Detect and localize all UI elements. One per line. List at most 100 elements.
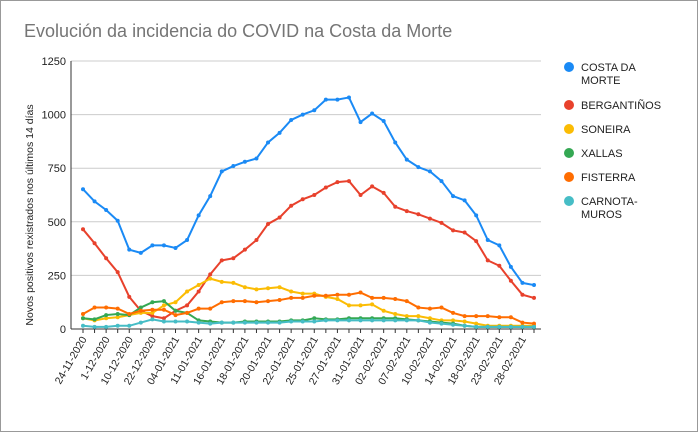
data-point — [427, 306, 432, 311]
data-point — [104, 324, 109, 329]
data-point — [138, 320, 143, 325]
chart-title: Evolución da incidencia do COVID na Cost… — [24, 21, 453, 41]
data-point — [370, 184, 375, 189]
data-point — [115, 323, 120, 328]
data-point — [370, 111, 375, 116]
data-point — [231, 164, 236, 169]
data-point — [416, 318, 421, 323]
data-point — [150, 307, 155, 312]
data-point — [474, 324, 479, 329]
data-point — [404, 209, 409, 214]
data-point — [323, 318, 328, 323]
data-point — [173, 245, 178, 250]
data-point — [520, 280, 525, 285]
legend-marker — [564, 124, 574, 134]
data-point — [104, 208, 109, 213]
data-point — [266, 221, 271, 226]
data-point — [92, 324, 97, 329]
legend-label: SONEIRA — [581, 124, 631, 136]
data-point — [104, 316, 109, 321]
data-point — [346, 179, 351, 184]
data-point — [242, 320, 247, 325]
data-point — [532, 295, 536, 300]
data-point — [196, 289, 201, 294]
data-point — [266, 140, 271, 145]
data-point — [289, 289, 294, 294]
data-point — [300, 295, 305, 300]
data-point — [242, 159, 247, 164]
data-point — [161, 243, 166, 248]
data-point — [381, 295, 386, 300]
data-point — [462, 198, 467, 203]
data-point — [346, 95, 351, 100]
data-point — [474, 314, 479, 319]
data-point — [92, 317, 97, 322]
data-point — [115, 306, 120, 311]
data-point — [289, 117, 294, 122]
data-point — [92, 199, 97, 204]
data-point — [185, 319, 190, 324]
y-tick-label: 1250 — [42, 56, 66, 68]
data-point — [508, 264, 513, 269]
data-point — [335, 292, 340, 297]
data-point — [427, 320, 432, 325]
data-point — [266, 299, 271, 304]
data-point — [485, 238, 490, 243]
data-point — [370, 295, 375, 300]
data-point — [173, 308, 178, 313]
data-point — [196, 306, 201, 311]
y-axis-label: Novos positivos rexistrados nos últimos … — [24, 104, 36, 325]
data-point — [508, 324, 513, 329]
data-point — [312, 319, 317, 324]
data-point — [277, 320, 282, 325]
data-point — [127, 294, 132, 299]
data-point — [277, 298, 282, 303]
data-point — [219, 279, 224, 284]
data-point — [185, 238, 190, 243]
data-point — [427, 316, 432, 321]
data-point — [439, 305, 444, 310]
data-point — [150, 300, 155, 305]
data-point — [323, 97, 328, 102]
data-point — [242, 299, 247, 304]
data-point — [520, 320, 525, 325]
data-point — [173, 313, 178, 318]
data-point — [508, 315, 513, 320]
data-point — [323, 293, 328, 298]
data-point — [150, 317, 155, 322]
data-point — [404, 299, 409, 304]
series-line-carnota-muros — [82, 318, 534, 328]
series-line-costa-da-morte — [82, 96, 535, 287]
data-point — [231, 256, 236, 261]
data-point — [370, 318, 375, 323]
legend-label: FISTERRA — [581, 172, 636, 184]
data-point — [161, 307, 166, 312]
data-point — [81, 311, 85, 316]
data-point — [231, 299, 236, 304]
data-point — [289, 295, 294, 300]
data-point — [404, 157, 409, 162]
data-point — [185, 289, 190, 294]
data-point — [416, 305, 421, 310]
data-point — [127, 323, 132, 328]
data-point — [427, 216, 432, 221]
data-point — [208, 194, 213, 199]
data-point — [196, 213, 201, 218]
data-point — [312, 108, 317, 113]
legend-label: COSTA DA MORTE — [581, 62, 636, 87]
data-point — [115, 315, 120, 320]
data-point — [161, 303, 166, 308]
data-point — [115, 311, 120, 316]
y-tick-label: 500 — [48, 217, 66, 229]
data-point — [439, 220, 444, 225]
data-point — [254, 300, 259, 305]
series-line-bergantiños — [82, 180, 535, 320]
data-point — [185, 310, 190, 315]
legend-label: XALLAS — [581, 148, 623, 160]
data-point — [451, 322, 456, 327]
series-line-fisterra — [82, 291, 535, 325]
data-point — [312, 293, 317, 298]
data-point — [173, 300, 178, 305]
